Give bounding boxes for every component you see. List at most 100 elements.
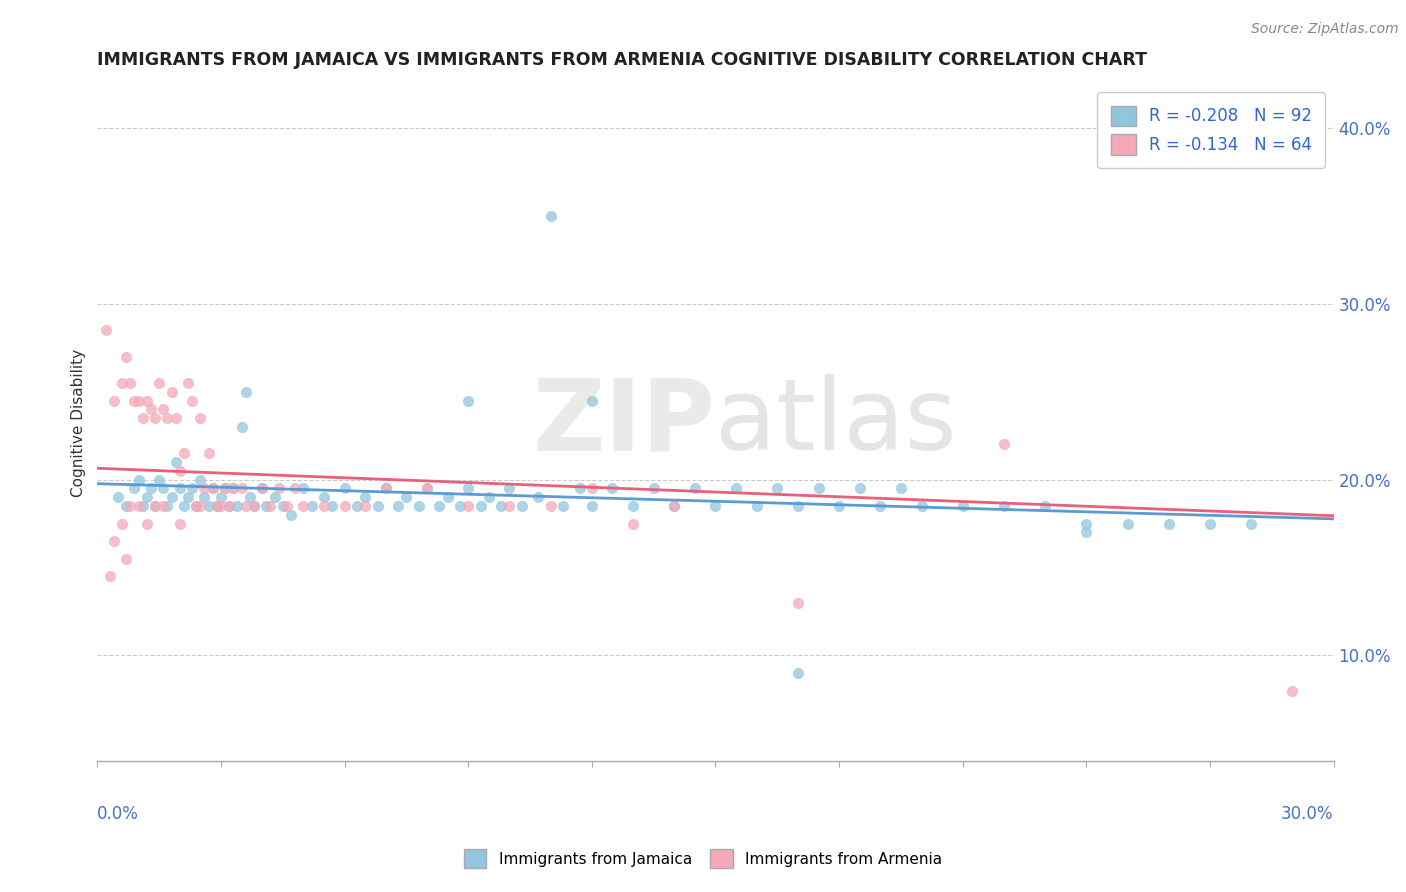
Point (527, 490, 550, 504)
Point (103, 393, 125, 408)
Point (226, 499, 249, 513)
Point (869, 499, 891, 513)
Point (250, 482, 273, 496)
Point (321, 499, 343, 513)
Point (135, 393, 157, 408)
Point (374, 482, 396, 496)
Point (470, 499, 492, 513)
Point (128, 473, 150, 487)
Point (124, 393, 146, 408)
Point (489, 499, 512, 513)
Point (214, 482, 236, 496)
Point (239, 490, 262, 504)
Point (197, 446, 219, 460)
Point (828, 499, 851, 513)
Point (725, 482, 748, 496)
Text: Source: ZipAtlas.com: Source: ZipAtlas.com (1251, 22, 1399, 37)
Point (354, 499, 377, 513)
Point (993, 499, 1015, 513)
Point (312, 490, 335, 504)
Text: atlas: atlas (716, 374, 957, 471)
Point (510, 499, 533, 513)
Text: ZIP: ZIP (533, 374, 716, 471)
Point (457, 499, 479, 513)
Point (103, 534, 125, 549)
Point (457, 393, 479, 408)
Point (408, 499, 430, 513)
Point (190, 411, 212, 425)
Point (115, 551, 138, 566)
Point (280, 508, 302, 522)
Point (1076, 516, 1098, 531)
Point (1281, 683, 1303, 698)
Point (177, 376, 200, 390)
Point (177, 490, 200, 504)
Legend: Immigrants from Jamaica, Immigrants from Armenia: Immigrants from Jamaica, Immigrants from… (456, 841, 950, 875)
Point (263, 490, 285, 504)
Point (581, 393, 603, 408)
Point (540, 209, 562, 223)
Point (416, 482, 439, 496)
Point (1033, 499, 1056, 513)
Point (111, 376, 134, 390)
Point (235, 499, 257, 513)
Point (148, 376, 170, 390)
Point (173, 446, 195, 460)
Point (683, 482, 706, 496)
Point (186, 499, 208, 513)
Point (787, 596, 810, 610)
Point (250, 482, 273, 496)
Point (143, 411, 166, 425)
Point (143, 499, 166, 513)
Point (766, 482, 789, 496)
Point (186, 499, 208, 513)
Point (478, 490, 501, 504)
Point (498, 482, 520, 496)
Point (128, 499, 150, 513)
Point (193, 482, 215, 496)
Point (292, 499, 315, 513)
Point (201, 482, 224, 496)
Point (664, 499, 686, 513)
Point (181, 482, 204, 496)
Point (333, 482, 356, 496)
Point (152, 499, 174, 513)
Point (346, 499, 368, 513)
Point (115, 499, 138, 513)
Point (190, 473, 212, 487)
Point (787, 665, 810, 680)
Point (568, 482, 591, 496)
Point (602, 482, 624, 496)
Point (581, 499, 603, 513)
Point (135, 490, 157, 504)
Point (551, 499, 574, 513)
Point (135, 516, 157, 531)
Point (160, 490, 183, 504)
Point (197, 499, 219, 513)
Point (457, 482, 479, 496)
Point (581, 482, 603, 496)
Point (124, 482, 146, 496)
Point (540, 499, 562, 513)
Point (205, 499, 228, 513)
Point (429, 499, 451, 513)
Point (621, 516, 644, 531)
Point (1240, 516, 1263, 531)
Point (165, 455, 187, 469)
Point (169, 516, 191, 531)
Point (131, 499, 153, 513)
Point (1199, 516, 1222, 531)
Point (312, 499, 335, 513)
Point (148, 473, 170, 487)
Point (787, 499, 810, 513)
Legend: R = -0.208   N = 92, R = -0.134   N = 64: R = -0.208 N = 92, R = -0.134 N = 64 (1097, 93, 1326, 168)
Point (354, 490, 377, 504)
Point (254, 499, 277, 513)
Point (374, 482, 396, 496)
Point (284, 482, 307, 496)
Y-axis label: Cognitive Disability: Cognitive Disability (72, 349, 86, 497)
Point (120, 376, 142, 390)
Point (367, 499, 389, 513)
Point (416, 482, 439, 496)
Point (243, 499, 266, 513)
